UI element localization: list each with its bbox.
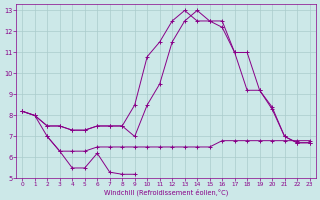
X-axis label: Windchill (Refroidissement éolien,°C): Windchill (Refroidissement éolien,°C)	[104, 188, 228, 196]
